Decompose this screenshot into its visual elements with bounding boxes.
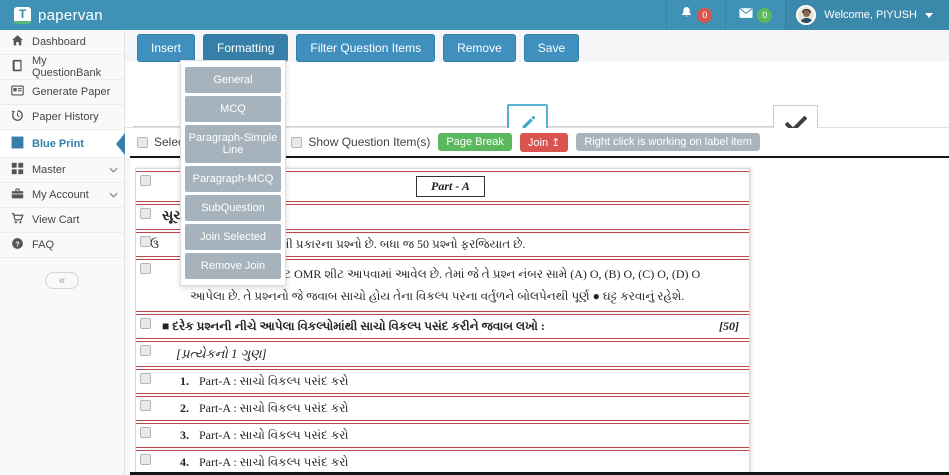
join-badge: Join ↥ bbox=[519, 132, 569, 152]
sidebar-item-blue-print[interactable]: Blue Print bbox=[0, 130, 125, 158]
brand-name: papervan bbox=[38, 6, 103, 24]
history-icon bbox=[11, 109, 24, 125]
question-text: Part-A : સાચો વિકલ્પ પસંદ કરો bbox=[199, 374, 349, 389]
show-question-items-checkbox[interactable] bbox=[291, 136, 303, 148]
sidebar-collapse-button[interactable]: « bbox=[45, 272, 79, 289]
row-checkbox[interactable] bbox=[140, 373, 151, 385]
sidebar-item-faq[interactable]: ? FAQ bbox=[0, 233, 124, 258]
menu-item-general[interactable]: General bbox=[185, 67, 281, 93]
question-row[interactable]: 2. Part-A : સાચો વિકલ્પ પસંદ કરો bbox=[136, 396, 749, 422]
question-number: 3. bbox=[180, 428, 189, 443]
grid-icon bbox=[11, 162, 24, 178]
notification-count-badge: 0 bbox=[697, 7, 713, 23]
question-row[interactable]: 1. Part-A : સાચો વિકલ્પ પસંદ કરો bbox=[136, 369, 749, 395]
instruction-row-1[interactable]: ઉ હેતુલક્ષી પ્રકારના પ્રશ્નો છે. બધા જ 5… bbox=[136, 232, 749, 257]
user-menu[interactable]: Welcome, PIYUSH bbox=[785, 0, 949, 30]
instruction-1-text: હેતુલક્ષી પ્રકારના પ્રશ્નો છે. બધા જ 50 … bbox=[255, 237, 526, 251]
sidebar-item-generate-paper[interactable]: Generate Paper bbox=[0, 80, 124, 105]
bell-icon bbox=[680, 6, 693, 24]
per-mark-row[interactable]: [પ્રત્યેકનો 1 ગુણ] bbox=[136, 341, 749, 368]
instruction-1-prefix: ઉ bbox=[150, 237, 160, 251]
chevron-down-icon bbox=[109, 164, 118, 176]
menu-item-mcq[interactable]: MCQ bbox=[185, 96, 281, 122]
sidebar-item-paper-history[interactable]: Paper History bbox=[0, 105, 124, 130]
question-text: Part-A : સાચો વિકલ્પ પસંદ કરો bbox=[199, 455, 349, 470]
row-checkbox[interactable] bbox=[140, 236, 151, 247]
save-button[interactable]: Save bbox=[523, 34, 580, 62]
question-row[interactable]: 3. Part-A : સાચો વિકલ્પ પસંદ કરો bbox=[136, 423, 749, 449]
notifications-menu[interactable]: 0 bbox=[666, 0, 725, 30]
toolbar: Insert Formatting Filter Question Items … bbox=[137, 34, 580, 62]
sidebar-item-my-account[interactable]: My Account bbox=[0, 183, 124, 208]
messages-menu[interactable]: 0 bbox=[725, 0, 785, 30]
papervan-logo-icon: T bbox=[14, 6, 31, 24]
stepper-line bbox=[133, 126, 773, 127]
menu-item-subquestion[interactable]: SubQuestion bbox=[185, 195, 281, 221]
question-header-marks: [50] bbox=[719, 319, 739, 334]
formatting-button[interactable]: Formatting bbox=[203, 34, 289, 62]
envelope-icon bbox=[739, 6, 753, 24]
pencil-icon bbox=[518, 113, 538, 138]
remove-button[interactable]: Remove bbox=[443, 34, 516, 62]
question-text: Part-A : સાચો વિકલ્પ પસંદ કરો bbox=[199, 401, 349, 416]
filter-question-items-button[interactable]: Filter Question Items bbox=[296, 34, 436, 62]
part-label: Part - A bbox=[416, 176, 485, 197]
book-icon bbox=[11, 59, 24, 75]
question-circle-icon: ? bbox=[11, 237, 24, 253]
svg-text:?: ? bbox=[15, 239, 20, 248]
menu-item-paragraph-simple-line[interactable]: Paragraph-Simple Line bbox=[185, 125, 281, 163]
briefcase-icon bbox=[11, 187, 24, 203]
menu-item-paragraph-mcq[interactable]: Paragraph-MCQ bbox=[185, 166, 281, 192]
chevron-down-icon bbox=[109, 189, 118, 201]
select-all-checkbox[interactable] bbox=[137, 136, 148, 148]
row-checkbox[interactable] bbox=[140, 175, 151, 186]
question-number: 1. bbox=[180, 374, 189, 389]
question-number: 2. bbox=[180, 401, 189, 416]
show-question-items-label: Show Question Item(s) bbox=[308, 135, 431, 149]
main-content: Insert Formatting Filter Question Items … bbox=[125, 30, 949, 475]
question-number: 4. bbox=[180, 455, 189, 470]
row-checkbox[interactable] bbox=[140, 427, 151, 439]
row-checkbox[interactable] bbox=[140, 208, 151, 219]
instruction-2-text: ⊙ પ્રશ્નના જવાબ માટ OMR શીટ આપવામાં આવેલ… bbox=[190, 267, 701, 303]
sidebar-item-master[interactable]: Master bbox=[0, 158, 124, 183]
part-header-row[interactable]: Part - A bbox=[136, 171, 749, 202]
chevron-down-icon bbox=[925, 12, 933, 18]
welcome-text: Welcome, PIYUSH bbox=[824, 9, 917, 21]
question-header-text: ■ દરેક પ્રશ્નની નીચે આપેલા વિકલ્પોમાંથી … bbox=[162, 319, 545, 334]
per-question-mark: [પ્રત્યેકનો 1 ગુણ] bbox=[176, 346, 267, 362]
sidebar: Dashboard My QuestionBank Generate Paper… bbox=[0, 30, 125, 475]
row-checkbox[interactable] bbox=[140, 454, 151, 466]
row-checkbox[interactable] bbox=[140, 318, 151, 330]
cart-icon bbox=[11, 212, 24, 228]
question-row[interactable]: 4. Part-A : સાચો વિકલ્પ પસંદ કરો bbox=[136, 450, 749, 472]
menu-item-join-selected[interactable]: Join Selected bbox=[185, 224, 281, 250]
formatting-dropdown-menu: General MCQ Paragraph-Simple Line Paragr… bbox=[180, 60, 286, 286]
menu-item-remove-join[interactable]: Remove Join bbox=[185, 253, 281, 279]
sidebar-item-dashboard[interactable]: Dashboard bbox=[0, 30, 124, 55]
page-break-badge: Page Break bbox=[438, 133, 512, 151]
brand[interactable]: T papervan bbox=[0, 0, 125, 30]
row-checkbox[interactable] bbox=[140, 400, 151, 412]
paper-card-icon bbox=[11, 84, 24, 100]
row-checkbox[interactable] bbox=[140, 345, 151, 357]
right-click-hint-badge: Right click is working on label item bbox=[576, 133, 760, 151]
message-count-badge: 0 bbox=[757, 7, 773, 23]
sidebar-item-my-questionbank[interactable]: My QuestionBank bbox=[0, 55, 124, 80]
home-icon bbox=[11, 34, 24, 50]
question-header-row[interactable]: ■ દરેક પ્રશ્નની નીચે આપેલા વિકલ્પોમાંથી … bbox=[136, 314, 749, 340]
sidebar-item-view-cart[interactable]: View Cart bbox=[0, 208, 124, 233]
active-item-arrow bbox=[116, 132, 125, 155]
user-avatar bbox=[796, 5, 817, 25]
insert-button[interactable]: Insert bbox=[137, 34, 196, 62]
top-header: T papervan 0 0 Welcome, PIYUSH bbox=[0, 0, 949, 30]
row-checkbox[interactable] bbox=[140, 263, 151, 274]
question-text: Part-A : સાચો વિકલ્પ પસંદ કરો bbox=[199, 428, 349, 443]
instruction-row-2[interactable]: ⊙ પ્રશ્નના જવાબ માટ OMR શીટ આપવામાં આવેલ… bbox=[136, 259, 749, 313]
blueprint-icon bbox=[11, 136, 24, 152]
